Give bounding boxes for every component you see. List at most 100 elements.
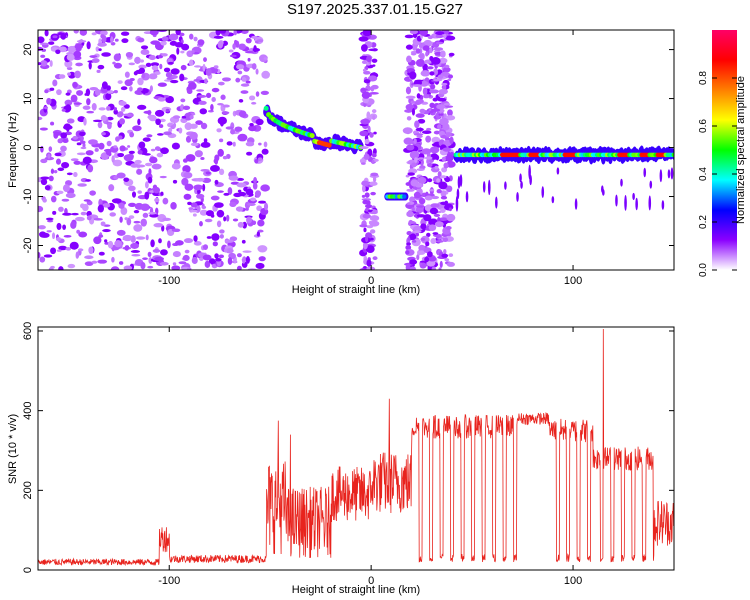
heatmap-noise-cell bbox=[412, 84, 422, 87]
heatmap-noise-cell bbox=[204, 78, 208, 84]
heatmap-noise-cell bbox=[217, 40, 224, 49]
heatmap-noise-cell bbox=[362, 213, 371, 219]
heatmap-noise-cell bbox=[171, 228, 181, 233]
heatmap-noise-cell bbox=[441, 253, 449, 258]
heatmap-noise-cell bbox=[438, 88, 448, 95]
heatmap-track-core bbox=[402, 194, 407, 199]
heatmap-noise-cell bbox=[366, 259, 372, 267]
heatmap-noise-cell bbox=[138, 64, 147, 69]
heatmap-noise-cell bbox=[441, 156, 447, 162]
heatmap-noise-cell bbox=[83, 199, 91, 202]
heatmap-track-streak bbox=[495, 196, 498, 209]
heatmap-noise-cell bbox=[89, 190, 96, 196]
heatmap-noise-cell bbox=[100, 34, 105, 39]
heatmap-noise-cell bbox=[113, 53, 121, 62]
heatmap-noise-cell bbox=[56, 89, 62, 96]
heatmap-noise-cell bbox=[86, 110, 95, 114]
heatmap-noise-cell bbox=[362, 184, 366, 193]
heatmap-noise-cell bbox=[426, 259, 436, 267]
heatmap-noise-cell bbox=[145, 62, 152, 67]
heatmap-noise-cell bbox=[418, 197, 426, 205]
heatmap-noise-cell bbox=[405, 103, 415, 111]
heatmap-noise-cell bbox=[66, 53, 75, 61]
heatmap-noise-cell bbox=[219, 229, 225, 234]
heatmap-noise-cell bbox=[416, 254, 420, 261]
heatmap-noise-cell bbox=[151, 163, 162, 170]
heatmap-noise-cell bbox=[425, 51, 429, 57]
heatmap-track-streak bbox=[624, 195, 627, 211]
heatmap-frame bbox=[37, 29, 675, 271]
heatmap-noise-cell bbox=[433, 213, 441, 217]
heatmap-noise-cell bbox=[161, 53, 168, 57]
heatmap-noise-cell bbox=[52, 35, 58, 39]
heatmap-noise-cell bbox=[160, 249, 168, 256]
heatmap-noise-cell bbox=[52, 232, 56, 240]
heatmap-noise-cell bbox=[439, 260, 443, 268]
heatmap-noise-cell bbox=[85, 150, 94, 156]
heatmap-noise-cell bbox=[191, 256, 198, 265]
heatmap-noise-cell bbox=[86, 98, 91, 106]
heatmap-noise-cell bbox=[193, 184, 203, 191]
heatmap-noise-cell bbox=[157, 97, 166, 102]
heatmap-noise-cell bbox=[405, 264, 411, 270]
heatmap-noise-cell bbox=[222, 77, 232, 82]
heatmap-noise-cell bbox=[170, 79, 179, 84]
heatmap-noise-cell bbox=[442, 30, 450, 35]
heatmap-noise-cell bbox=[56, 222, 62, 230]
heatmap-noise-cell bbox=[119, 145, 126, 152]
snr-series-line bbox=[38, 328, 674, 567]
heatmap-noise-cell bbox=[119, 118, 125, 125]
heatmap-noise-cell bbox=[39, 127, 48, 131]
heatmap-noise-cell bbox=[237, 189, 242, 193]
heatmap-noise-cell bbox=[92, 119, 103, 123]
heatmap-noise-cell bbox=[188, 59, 194, 66]
heatmap-track-streak bbox=[459, 174, 463, 187]
heatmap-noise-cell bbox=[84, 255, 94, 260]
heatmap-noise-cell bbox=[182, 254, 190, 261]
heatmap-noise-cell bbox=[415, 113, 425, 118]
heatmap-noise-cell bbox=[438, 267, 442, 270]
heatmap-noise-cell bbox=[253, 177, 258, 184]
heatmap-noise-cell bbox=[146, 134, 153, 138]
heatmap-noise-cell bbox=[40, 145, 44, 153]
heatmap-track-streak bbox=[643, 167, 647, 178]
heatmap-noise-cell bbox=[424, 195, 433, 201]
heatmap-noise-cell bbox=[202, 244, 209, 250]
heatmap-noise-cell bbox=[189, 123, 198, 129]
heatmap-noise-cell bbox=[404, 34, 414, 39]
heatmap-noise-cell bbox=[118, 261, 124, 265]
heatmap-noise-cell bbox=[66, 125, 70, 132]
heatmap-noise-cell bbox=[137, 118, 141, 126]
heatmap-noise-cell bbox=[409, 30, 419, 35]
heatmap-noise-cell bbox=[409, 266, 416, 270]
heatmap-noise-cell bbox=[438, 57, 448, 64]
heatmap-noise-cell bbox=[208, 109, 214, 113]
heatmap-noise-cell bbox=[409, 71, 417, 80]
heatmap-track-streak bbox=[574, 198, 578, 210]
heatmap-noise-cell bbox=[157, 82, 167, 87]
heatmap-noise-cell bbox=[251, 35, 259, 39]
heatmap-noise-cell bbox=[189, 131, 198, 140]
heatmap-noise-cell bbox=[40, 54, 46, 58]
heatmap-noise-cell bbox=[190, 142, 199, 147]
heatmap-noise-cell bbox=[97, 64, 105, 70]
heatmap-track-streak bbox=[465, 191, 469, 203]
heatmap-noise-cell bbox=[219, 119, 224, 127]
heatmap-noise-cell bbox=[172, 262, 177, 266]
heatmap-noise-cell bbox=[444, 203, 454, 211]
heatmap-noise-cell bbox=[170, 202, 177, 210]
heatmap-noise-cell bbox=[75, 47, 82, 52]
heatmap-noise-cell bbox=[65, 246, 72, 251]
heatmap-track-streak bbox=[457, 175, 461, 189]
heatmap-noise-cell bbox=[438, 113, 444, 116]
heatmap-noise-cell bbox=[368, 91, 379, 95]
heatmap-noise-cell bbox=[106, 90, 114, 94]
heatmap-noise-cell bbox=[245, 80, 251, 84]
heatmap-noise-cell bbox=[370, 172, 379, 177]
heatmap-noise-cell bbox=[130, 242, 140, 249]
heatmap-noise-cell bbox=[106, 116, 114, 121]
heatmap-noise-cell bbox=[255, 68, 259, 75]
heatmap-noise-cell bbox=[219, 234, 224, 239]
heatmap-noise-cell bbox=[73, 160, 81, 165]
heatmap-noise-cell bbox=[416, 93, 421, 99]
